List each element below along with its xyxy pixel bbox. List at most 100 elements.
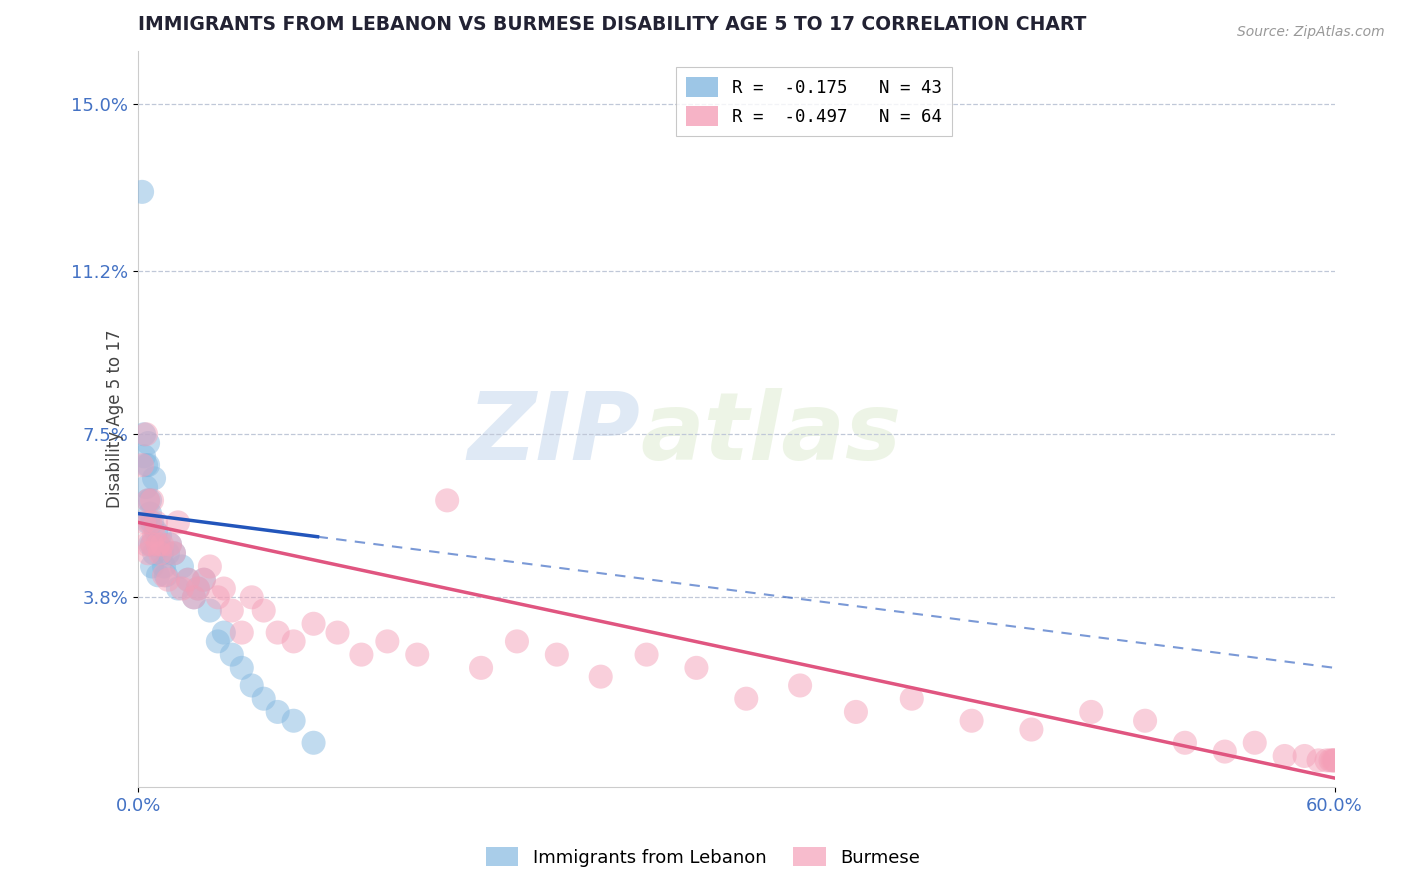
Point (266, 705, 288, 719)
Point (845, 705, 868, 719)
Point (1294, 749, 1316, 764)
Point (135, 537, 157, 551)
Point (146, 537, 169, 551)
Point (153, 568, 176, 582)
Point (193, 573, 215, 587)
Point (589, 670, 612, 684)
Point (193, 573, 215, 587)
Point (146, 568, 169, 582)
Point (135, 427, 157, 442)
Point (212, 582, 235, 596)
Point (139, 507, 162, 521)
Point (177, 573, 200, 587)
Point (167, 582, 190, 596)
Point (156, 546, 179, 560)
Point (139, 537, 162, 551)
Point (1308, 753, 1330, 767)
Text: atlas: atlas (641, 387, 901, 480)
Point (198, 603, 221, 617)
Point (132, 450, 155, 464)
Point (1315, 753, 1337, 767)
Point (1213, 745, 1236, 759)
Point (170, 582, 193, 596)
Point (253, 603, 276, 617)
Point (183, 591, 205, 605)
Text: IMMIGRANTS FROM LEBANON VS BURMESE DISABILITY AGE 5 TO 17 CORRELATION CHART: IMMIGRANTS FROM LEBANON VS BURMESE DISAB… (138, 15, 1087, 34)
Point (900, 691, 922, 706)
Text: ZIP: ZIP (468, 387, 641, 480)
Point (789, 678, 811, 692)
Point (240, 678, 263, 692)
Point (436, 493, 458, 508)
Point (1323, 753, 1346, 767)
Point (141, 559, 163, 574)
Point (167, 516, 190, 530)
Legend: Immigrants from Lebanon, Burmese: Immigrants from Lebanon, Burmese (478, 840, 928, 874)
Point (141, 493, 163, 508)
Point (187, 582, 209, 596)
Point (302, 616, 325, 631)
Point (212, 625, 235, 640)
Point (283, 714, 305, 728)
Point (406, 648, 429, 662)
Point (143, 471, 166, 485)
Point (207, 634, 229, 648)
Point (153, 559, 176, 574)
Point (155, 568, 177, 582)
Point (135, 480, 157, 494)
Point (141, 537, 163, 551)
Y-axis label: Disability Age 5 to 17: Disability Age 5 to 17 (107, 329, 124, 508)
Point (149, 528, 172, 542)
Point (145, 524, 167, 539)
Point (136, 458, 159, 472)
Point (159, 537, 181, 551)
Point (136, 516, 159, 530)
Point (139, 516, 162, 530)
Point (177, 573, 200, 587)
Point (136, 546, 159, 560)
Point (253, 691, 276, 706)
Point (1080, 705, 1102, 719)
Point (143, 546, 166, 560)
Point (136, 493, 159, 508)
Point (240, 591, 263, 605)
Point (135, 458, 157, 472)
Point (198, 559, 221, 574)
Point (1243, 736, 1265, 750)
Text: Source: ZipAtlas.com: Source: ZipAtlas.com (1237, 25, 1385, 39)
Point (132, 427, 155, 442)
Point (1322, 753, 1344, 767)
Point (1323, 753, 1346, 767)
Point (141, 516, 163, 530)
Point (636, 648, 658, 662)
Point (546, 648, 568, 662)
Point (136, 493, 159, 508)
Point (735, 691, 758, 706)
Point (136, 436, 159, 450)
Point (163, 546, 186, 560)
Point (1174, 736, 1197, 750)
Point (145, 516, 167, 530)
Point (156, 573, 179, 587)
Point (350, 648, 373, 662)
Point (960, 714, 983, 728)
Point (326, 625, 349, 640)
Point (163, 546, 186, 560)
Point (131, 458, 153, 472)
Point (221, 603, 243, 617)
Point (283, 634, 305, 648)
Point (302, 736, 325, 750)
Point (139, 493, 162, 508)
Point (1274, 749, 1296, 764)
Point (187, 582, 209, 596)
Point (150, 546, 173, 560)
Point (150, 537, 173, 551)
Point (159, 537, 181, 551)
Point (132, 516, 155, 530)
Legend: R =  -0.175   N = 43, R =  -0.497   N = 64: R = -0.175 N = 43, R = -0.497 N = 64 (676, 67, 952, 136)
Point (231, 625, 253, 640)
Point (183, 591, 205, 605)
Point (149, 546, 172, 560)
Point (221, 648, 243, 662)
Point (375, 634, 398, 648)
